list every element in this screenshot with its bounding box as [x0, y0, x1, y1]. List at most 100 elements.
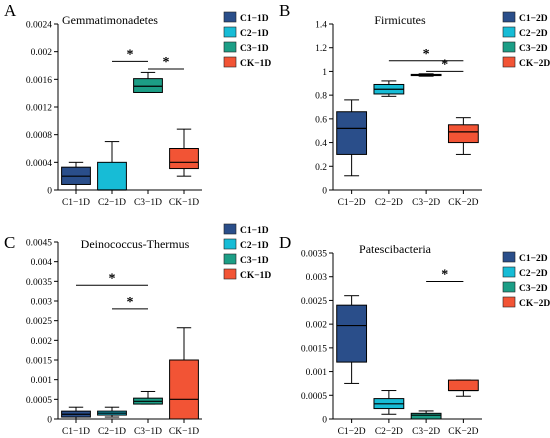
box-CK−1D — [169, 128, 199, 177]
legend-label: C3−1D — [240, 44, 269, 54]
legend-swatch — [502, 251, 516, 263]
y-tick-label: 0 — [47, 187, 52, 197]
y-tick-label: 0 — [47, 416, 52, 426]
box-CK−1D — [169, 327, 199, 420]
significance-star: * — [127, 295, 134, 310]
y-tick-label: 0.0015 — [301, 344, 327, 354]
chart-panel-C: C Deinococcus-Thermus 0 0.0005 0.001 0.0015 0.… — [4, 223, 271, 437]
y-tick-label: 0 — [322, 187, 327, 197]
chart-title: Patescibacteria — [359, 242, 432, 256]
y-tick-label: 0.8 — [315, 92, 327, 102]
x-tick-label: C1−2D — [338, 198, 366, 208]
x-tick-label: C3−1D — [134, 198, 162, 208]
x-tick-label: CK−2D — [448, 427, 478, 437]
box-body — [336, 111, 368, 155]
legend-label: C2−2D — [519, 29, 548, 39]
legend-label: CK−1D — [240, 271, 271, 281]
legend-swatch — [223, 268, 237, 280]
x-tick-label: C1−1D — [62, 427, 90, 437]
legend-label: C2−1D — [240, 29, 269, 39]
panel-label: B — [279, 1, 290, 20]
chart-title: Gemmatimonadetes — [62, 13, 158, 27]
box-C2−1D — [97, 141, 127, 191]
box-C1−1D — [61, 161, 91, 191]
box-C1−1D — [61, 406, 91, 420]
y-tick-label: 1.2 — [315, 44, 327, 54]
x-tick-label: C2−2D — [375, 198, 403, 208]
y-tick-label: 0.0004 — [26, 159, 52, 169]
legend-label: C1−2D — [519, 14, 548, 24]
legend-label: CK−1D — [240, 59, 271, 69]
x-tick-label: C1−2D — [338, 427, 366, 437]
significance-star: * — [423, 47, 430, 62]
y-tick-label: 0.0035 — [26, 278, 52, 288]
legend-swatch — [502, 296, 516, 308]
x-tick-label: CK−1D — [169, 427, 199, 437]
y-tick-label: 0.0016 — [26, 76, 52, 86]
box-C1−2D — [336, 99, 368, 177]
box-C3−2D — [410, 73, 442, 77]
legend-label: C2−1D — [240, 241, 269, 251]
legend-label: CK−2D — [519, 299, 550, 309]
panel-label: C — [4, 233, 15, 252]
legend-swatch — [502, 26, 516, 38]
box-CK−2D — [447, 117, 479, 155]
box-C2−2D — [373, 80, 405, 97]
legend-swatch — [223, 238, 237, 250]
box-body — [447, 379, 479, 392]
box-body — [410, 412, 442, 420]
box-C3−1D — [133, 71, 163, 93]
x-tick-label: CK−2D — [448, 198, 478, 208]
significance-star: * — [163, 55, 170, 70]
legend-swatch — [223, 11, 237, 23]
legend-label: C2−2D — [519, 269, 548, 279]
legend-item-C3−2D: C3−2D — [502, 281, 548, 294]
box-body — [97, 161, 127, 191]
box-body — [336, 304, 368, 363]
box-C1−2D — [336, 295, 368, 384]
legend-swatch — [502, 41, 516, 53]
y-tick-label: 0.2 — [315, 163, 327, 173]
x-tick-label: C2−2D — [375, 427, 403, 437]
significance-star: * — [127, 47, 134, 62]
panel-label: D — [279, 233, 291, 252]
legend-item-C2−1D: C2−1D — [223, 26, 269, 39]
box-body — [169, 359, 199, 420]
y-tick-label: 0.0008 — [26, 131, 52, 141]
x-tick-label: C2−1D — [98, 427, 126, 437]
y-tick-label: 0.0005 — [301, 392, 327, 402]
legend-swatch — [502, 56, 516, 68]
y-tick-label: 0.0045 — [26, 239, 52, 249]
x-tick-label: C3−1D — [134, 427, 162, 437]
legend-item-C3−1D: C3−1D — [223, 41, 269, 54]
chart-panel-B: B Firmicutes 0 0.2 0.4 0.6 0.8 1 1.2 1.4 C1−2D C2−2… — [279, 1, 550, 208]
y-tick-label: 0.4 — [315, 139, 327, 149]
legend-swatch — [502, 266, 516, 278]
legend-swatch — [223, 26, 237, 38]
significance-star: * — [441, 267, 448, 282]
box-body — [133, 78, 163, 93]
legend-label: C1−1D — [240, 14, 269, 24]
y-tick-label: 1.4 — [315, 21, 327, 31]
y-tick-label: 0.003 — [31, 298, 53, 308]
y-tick-label: 0.0024 — [26, 21, 52, 31]
legend-swatch — [223, 253, 237, 265]
legend-item-C2−1D: C2−1D — [223, 238, 269, 251]
legend-swatch — [223, 223, 237, 235]
x-tick-label: C3−2D — [412, 198, 440, 208]
legend-item-CK−1D: CK−1D — [223, 268, 271, 281]
legend-label: C1−1D — [240, 226, 269, 236]
box-C2−2D — [373, 390, 405, 415]
legend-swatch — [223, 56, 237, 68]
y-tick-label: 0.002 — [31, 337, 53, 347]
y-tick-label: 0.002 — [31, 48, 53, 58]
y-tick-label: 1 — [322, 68, 327, 78]
chart-title: Firmicutes — [374, 13, 426, 27]
chart-panel-D: D Patescibacteria 0 0.0005 0.001 0.0015 0.002 0… — [279, 233, 550, 437]
y-tick-label: 0.0015 — [26, 357, 52, 367]
box-body — [447, 124, 479, 144]
legend-swatch — [502, 281, 516, 293]
panel-label: A — [4, 1, 17, 20]
chart-title: Deinococcus-Thermus — [81, 237, 190, 251]
legend-label: C3−2D — [519, 284, 548, 294]
